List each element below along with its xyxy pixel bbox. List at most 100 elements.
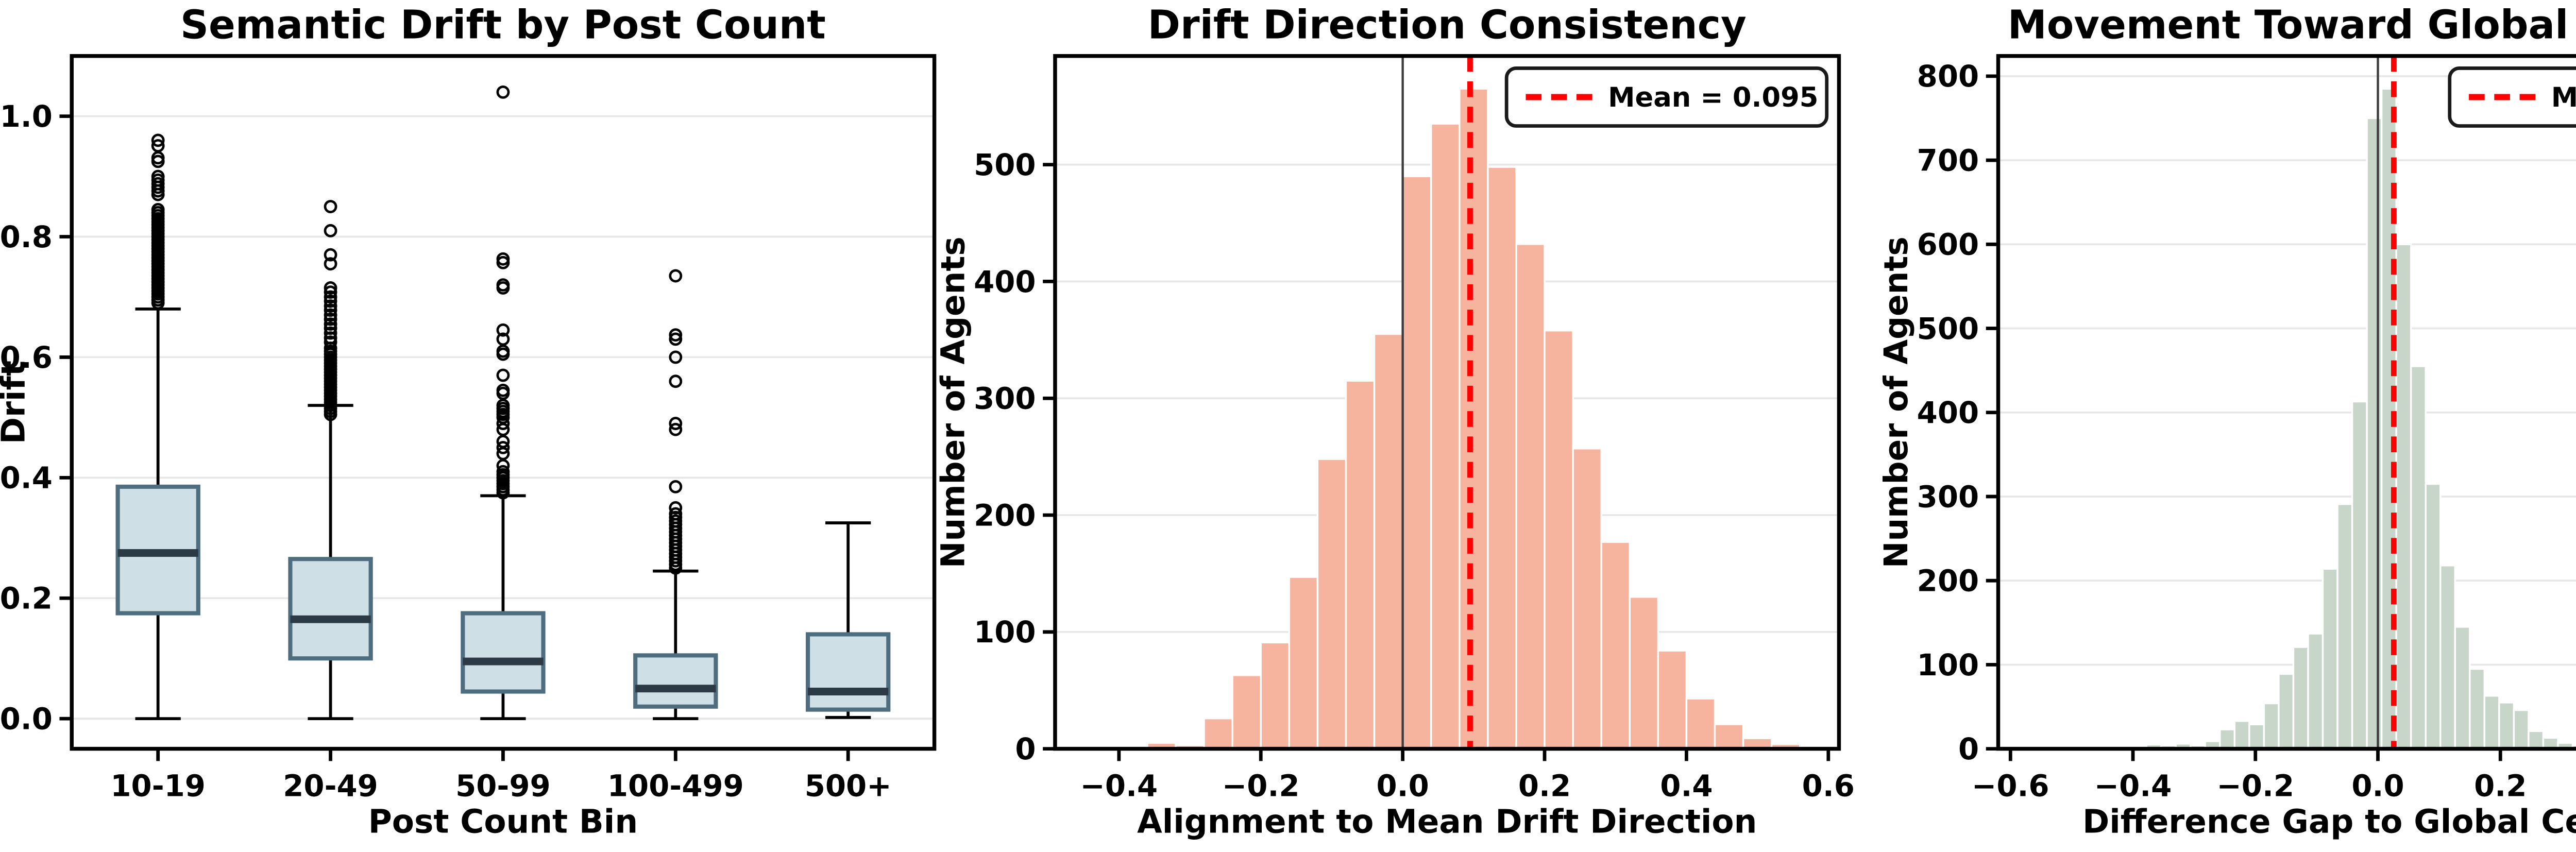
y-tick-label: 0.8 xyxy=(0,219,53,254)
histogram-bar xyxy=(1203,717,1233,750)
y-tick-label: 400 xyxy=(1917,395,1979,430)
y-tick-label: 1.0 xyxy=(0,99,53,134)
histogram-bar xyxy=(1316,458,1347,750)
y-tick-label: 200 xyxy=(974,498,1036,533)
outlier-point xyxy=(324,281,337,295)
legend-box xyxy=(2448,66,2576,128)
outlier-point xyxy=(669,417,683,430)
iqr-box xyxy=(633,653,718,709)
histogram-bar xyxy=(2292,646,2309,750)
histogram-bar xyxy=(2469,668,2486,750)
histogram-bar xyxy=(2263,702,2280,750)
histogram-bar xyxy=(2513,709,2530,750)
histogram-bar xyxy=(1459,88,1489,750)
y-tick-label: 0.6 xyxy=(0,340,53,375)
outlier-point xyxy=(324,200,337,213)
x-tick-label: 0.4 xyxy=(1660,768,1713,803)
y-tick-label: 500 xyxy=(1917,311,1979,346)
histogram-bar xyxy=(2248,723,2265,750)
histogram-bar xyxy=(1288,576,1319,750)
outlier-point xyxy=(324,326,337,340)
outlier-point xyxy=(324,317,337,331)
x-tick-label: −0.2 xyxy=(2216,768,2294,803)
legend: Mean = 0.026 xyxy=(2448,66,2576,128)
outlier-point xyxy=(151,203,165,216)
x-axis-label: Post Count Bin xyxy=(368,803,638,841)
outlier-point xyxy=(669,507,683,521)
axes-frame xyxy=(1996,54,2576,751)
outlier-point xyxy=(324,224,337,237)
histogram-bar xyxy=(1515,243,1546,750)
y-axis-label: Number of Agents xyxy=(934,236,972,568)
histogram-bar xyxy=(1345,380,1376,750)
outlier-point xyxy=(496,85,510,99)
x-tick-label: 50-99 xyxy=(455,768,551,803)
outlier-point xyxy=(324,312,337,326)
legend-label: Mean = 0.026 xyxy=(2551,82,2576,113)
histogram-bar xyxy=(2395,243,2412,750)
histogram-bar xyxy=(1600,541,1631,750)
x-tick-label: 0.0 xyxy=(1377,768,1429,803)
outlier-point xyxy=(669,332,683,346)
outlier-point xyxy=(496,368,510,382)
outlier-point xyxy=(324,299,337,313)
outlier-point xyxy=(324,257,337,271)
outlier-point xyxy=(151,169,165,183)
y-tick-label: 0 xyxy=(1958,731,1979,766)
box-group xyxy=(288,200,373,721)
histogram-bar xyxy=(1714,723,1744,750)
legend-box xyxy=(1504,66,1829,128)
y-tick-label: 600 xyxy=(1917,227,1979,262)
box-group xyxy=(805,521,891,719)
y-tick-label: 800 xyxy=(1917,59,1979,94)
histogram-bar xyxy=(1430,123,1461,750)
histogram-bar xyxy=(1544,329,1574,750)
x-tick-label: 100-499 xyxy=(607,768,744,803)
outlier-point xyxy=(669,350,683,364)
outlier-point xyxy=(324,303,337,317)
outlier-point xyxy=(669,269,683,283)
y-tick-label: 400 xyxy=(974,264,1036,299)
histogram-bar xyxy=(1487,166,1517,750)
outlier-point xyxy=(669,480,683,493)
x-tick-label: 20-49 xyxy=(283,768,378,803)
outlier-point xyxy=(496,332,510,346)
y-tick-label: 100 xyxy=(974,615,1036,650)
histogram-bar xyxy=(2219,728,2236,750)
y-axis-label: Number of Agents xyxy=(1877,236,1915,568)
y-tick-label: 0 xyxy=(1015,731,1036,766)
outlier-point xyxy=(669,328,683,342)
box-group xyxy=(461,85,546,721)
axes-frame xyxy=(1053,54,1841,751)
histogram-bar xyxy=(2439,565,2456,750)
histogram-bar xyxy=(2321,568,2338,750)
outlier-point xyxy=(324,308,337,322)
x-tick-label: 0.6 xyxy=(1802,768,1855,803)
outlier-point xyxy=(324,248,337,262)
histogram-bar xyxy=(2336,503,2353,750)
histogram-bar xyxy=(1572,448,1602,750)
histogram-bar xyxy=(1685,697,1716,750)
histogram-bar xyxy=(2278,673,2295,750)
panel-title: Drift Direction Consistency xyxy=(1148,3,1747,48)
histogram-bar xyxy=(2454,626,2471,750)
x-tick-label: 0.2 xyxy=(1518,768,1571,803)
histogram-bar xyxy=(2380,88,2397,750)
histogram-bar xyxy=(1373,333,1404,750)
histogram-bar xyxy=(2351,400,2368,750)
x-tick-label: 10-19 xyxy=(110,768,206,803)
histogram-bar xyxy=(2528,730,2545,750)
outlier-point xyxy=(669,374,683,388)
histogram-bar xyxy=(2233,720,2250,750)
x-tick-label: −0.2 xyxy=(1222,768,1300,803)
outlier-point xyxy=(496,278,510,292)
outlier-point xyxy=(496,440,510,454)
x-tick-label: −0.4 xyxy=(2094,768,2172,803)
histogram-alignment-panel: −0.4 −0.2 0.0 0.2 0.4 0.6 Mean = 0.095 0 100 200 3… xyxy=(934,3,1855,841)
box-group xyxy=(633,269,718,721)
y-axis-label: Drift xyxy=(0,361,32,444)
axes-frame xyxy=(70,54,937,751)
histogram-bar xyxy=(2366,117,2383,750)
outlier-point xyxy=(151,133,165,147)
histogram-bar xyxy=(1401,175,1432,750)
